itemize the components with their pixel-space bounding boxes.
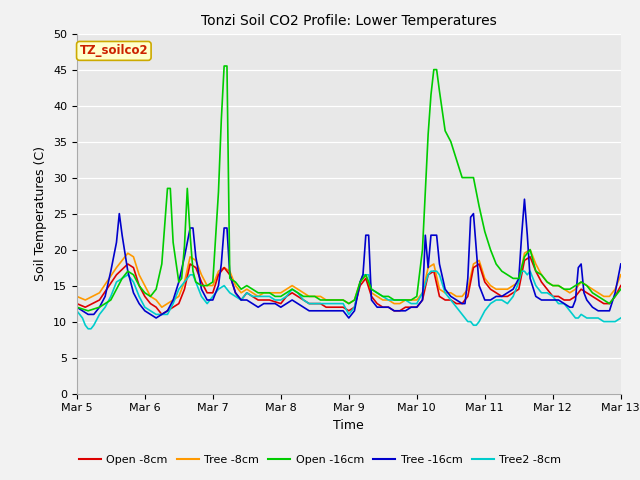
Tree -16cm [152, 315, 160, 321]
Open -8cm [526, 254, 534, 260]
Tree2 -8cm [427, 268, 435, 274]
Open -8cm [436, 293, 444, 300]
Tree -8cm [526, 247, 534, 252]
Tree -8cm [86, 295, 93, 300]
Tree -8cm [617, 272, 625, 277]
Tree2 -8cm [362, 272, 370, 277]
Title: Tonzi Soil CO2 Profile: Lower Temperatures: Tonzi Soil CO2 Profile: Lower Temperatur… [201, 14, 497, 28]
Open -16cm [617, 286, 625, 292]
Open -16cm [437, 98, 445, 104]
Open -16cm [364, 276, 371, 281]
Open -16cm [300, 293, 307, 300]
Line: Tree2 -8cm: Tree2 -8cm [77, 271, 621, 329]
Tree -16cm [73, 304, 81, 310]
Open -16cm [84, 308, 92, 314]
Y-axis label: Soil Temperatures (C): Soil Temperatures (C) [35, 146, 47, 281]
Tree2 -8cm [84, 326, 92, 332]
Tree -8cm [73, 293, 81, 300]
Open -8cm [617, 283, 625, 288]
Open -8cm [452, 300, 460, 306]
Tree2 -8cm [298, 295, 306, 301]
Tree2 -8cm [87, 326, 95, 332]
Open -8cm [73, 300, 81, 306]
Tree -16cm [452, 297, 460, 303]
Legend: Open -8cm, Tree -8cm, Open -16cm, Tree -16cm, Tree2 -8cm: Open -8cm, Tree -8cm, Open -16cm, Tree -… [74, 451, 566, 469]
Line: Tree -16cm: Tree -16cm [77, 199, 621, 318]
Tree -8cm [298, 289, 306, 295]
Tree2 -8cm [617, 315, 625, 321]
Line: Open -8cm: Open -8cm [77, 257, 621, 314]
Open -8cm [362, 276, 370, 281]
Open -16cm [454, 161, 461, 167]
Line: Tree -8cm: Tree -8cm [77, 250, 621, 307]
Open -8cm [86, 302, 93, 308]
Tree2 -8cm [437, 276, 445, 282]
X-axis label: Time: Time [333, 419, 364, 432]
Tree -8cm [362, 272, 370, 277]
Tree -8cm [121, 254, 129, 260]
Tree -8cm [158, 304, 166, 310]
Tree -8cm [452, 293, 460, 300]
Text: TZ_soilco2: TZ_soilco2 [79, 44, 148, 58]
Tree2 -8cm [122, 273, 130, 278]
Tree -16cm [520, 196, 528, 202]
Open -8cm [298, 296, 306, 302]
Tree -8cm [436, 286, 444, 292]
Tree2 -8cm [73, 308, 81, 314]
Tree -16cm [436, 261, 444, 267]
Tree -16cm [121, 251, 129, 256]
Tree -16cm [86, 312, 93, 317]
Open -16cm [73, 304, 81, 310]
Open -8cm [158, 312, 166, 317]
Tree -16cm [362, 232, 370, 238]
Line: Open -16cm: Open -16cm [77, 66, 621, 311]
Tree2 -8cm [454, 306, 461, 312]
Open -16cm [87, 307, 95, 313]
Tree -16cm [298, 303, 306, 309]
Open -16cm [220, 63, 228, 69]
Tree -16cm [617, 261, 625, 267]
Open -16cm [122, 270, 130, 276]
Open -8cm [121, 264, 129, 270]
